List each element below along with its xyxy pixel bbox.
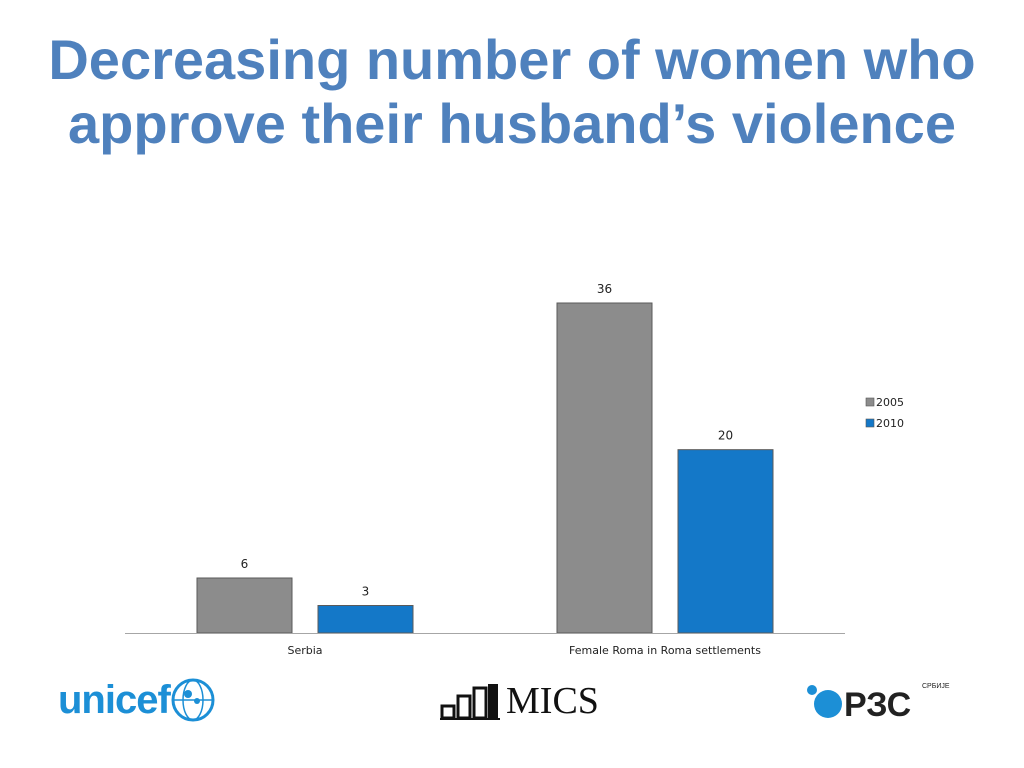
unicef-emblem-icon: [171, 678, 215, 722]
title-line-1: Decreasing number of women who: [48, 28, 976, 91]
legend-label-2005: 2005: [876, 396, 904, 409]
title-line-2: approve their husband’s violence: [68, 92, 956, 155]
data-label-2010-0: 3: [362, 585, 370, 599]
mics-logo: MICS: [440, 680, 599, 720]
legend-label-2010: 2010: [876, 417, 904, 430]
slide-title: Decreasing number of women who approve t…: [0, 28, 1024, 156]
x-tick-label-1: Female Roma in Roma settlements: [569, 644, 761, 657]
data-label-2010-1: 20: [718, 429, 733, 443]
mics-bars-icon: [440, 684, 500, 720]
data-label-2005-1: 36: [597, 282, 612, 296]
unicef-logo: unicef: [58, 676, 216, 724]
data-label-2005-0: 6: [241, 557, 249, 571]
rzs-wordmark: РЗС: [844, 686, 911, 722]
mics-wordmark: MICS: [506, 680, 599, 722]
unicef-wordmark: unicef: [58, 677, 171, 722]
rzs-emblem-icon: РЗС СРБИЈЕ: [807, 683, 950, 722]
bar-shade-2005-1: [559, 304, 650, 632]
bar-shade-2010-0: [320, 606, 411, 632]
bar-shade-2005-0: [199, 579, 290, 632]
rzs-subtext: СРБИЈЕ: [922, 683, 950, 690]
legend-swatch-2010: [865, 418, 875, 428]
x-tick-label-0: Serbia: [287, 644, 322, 657]
bar-shade-2010-1: [680, 450, 771, 632]
rzs-logo: РЗС СРБИЈЕ: [804, 680, 964, 722]
legend-swatch-2005: [865, 397, 875, 407]
